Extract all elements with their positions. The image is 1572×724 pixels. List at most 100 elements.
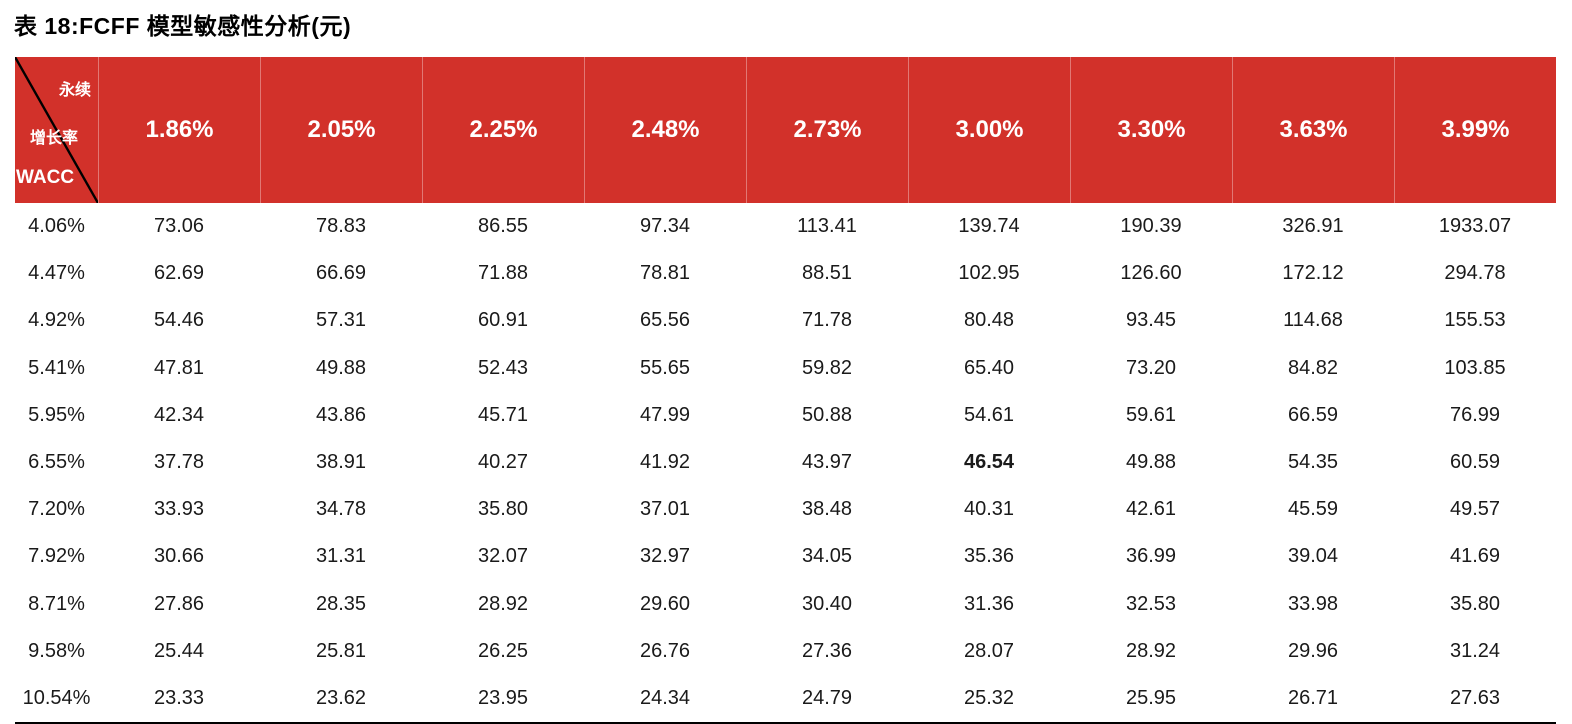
column-header-growth-0: 1.86% (98, 57, 260, 203)
table-cell: 52.43 (477, 356, 529, 379)
row-header-wacc: 6.55% (28, 451, 85, 474)
table-cell: 28.92 (1125, 639, 1177, 662)
table-cell: 78.81 (639, 262, 691, 285)
table-row: 4.92% 54.46 57.31 60.91 65.56 71.78 80.48 93.45… (15, 297, 1556, 344)
table-cell: 25.81 (315, 639, 367, 662)
table-cell: 41.69 (1449, 545, 1501, 568)
table-cell: 93.45 (1125, 309, 1177, 332)
table-cell: 45.59 (1287, 498, 1339, 521)
table-cell: 54.46 (153, 309, 205, 332)
table-cell: 31.24 (1449, 639, 1501, 662)
table-cell: 27.63 (1449, 686, 1501, 709)
table-cell: 23.95 (477, 686, 529, 709)
table-cell: 59.61 (1125, 403, 1177, 426)
header-row: 永续 增长率 WACC 1.86% 2.05% 2.25% 2.48% 2.73% 3.0… (15, 57, 1556, 203)
table-row: 4.06% 73.06 78.83 86.55 97.34 113.41 139.74 190… (15, 203, 1556, 250)
table-body: 4.06% 73.06 78.83 86.55 97.34 113.41 139.74 190… (15, 203, 1556, 722)
column-header-growth-2: 2.25% (422, 57, 584, 203)
table-cell: 71.78 (801, 309, 853, 332)
table-cell: 139.74 (958, 215, 1020, 238)
table-cell: 41.92 (639, 451, 691, 474)
table-cell: 42.34 (153, 403, 205, 426)
table-cell: 32.97 (639, 545, 691, 568)
table-cell: 23.33 (153, 686, 205, 709)
table-cell: 23.62 (315, 686, 367, 709)
table-cell: 33.93 (153, 498, 205, 521)
table-cell: 76.99 (1449, 403, 1501, 426)
column-header-growth-8: 3.99% (1394, 57, 1556, 203)
table-row: 6.55% 37.78 38.91 40.27 41.92 43.97 46.54 49.88… (15, 439, 1556, 486)
table-cell: 40.31 (963, 498, 1015, 521)
table-cell: 27.86 (153, 592, 205, 615)
table-cell: 326.91 (1282, 215, 1344, 238)
table-cell: 47.99 (639, 403, 691, 426)
table-cell: 86.55 (477, 215, 529, 238)
sensitivity-table: 永续 增长率 WACC 1.86% 2.05% 2.25% 2.48% 2.73% 3.0… (15, 57, 1556, 724)
table-cell: 25.44 (153, 639, 205, 662)
table-cell: 35.80 (1449, 592, 1501, 615)
table-cell: 60.91 (477, 309, 529, 332)
table-cell: 102.95 (958, 262, 1020, 285)
table-cell: 78.83 (315, 215, 367, 238)
table-cell: 42.61 (1125, 498, 1177, 521)
table-cell: 73.20 (1125, 356, 1177, 379)
table-cell: 43.97 (801, 451, 853, 474)
column-header-growth-5: 3.00% (908, 57, 1070, 203)
table-cell: 60.59 (1449, 451, 1501, 474)
table-cell: 38.91 (315, 451, 367, 474)
table-row: 7.92% 30.66 31.31 32.07 32.97 34.05 35.36 36.99… (15, 533, 1556, 580)
table-cell: 29.60 (639, 592, 691, 615)
row-header-wacc: 4.92% (28, 309, 85, 332)
table-cell: 49.88 (315, 356, 367, 379)
table-cell: 30.66 (153, 545, 205, 568)
corner-label-growth-rate: 增长率 (30, 130, 79, 147)
table-cell: 50.88 (801, 403, 853, 426)
row-header-wacc: 4.47% (28, 262, 85, 285)
table-cell: 73.06 (153, 215, 205, 238)
corner-header-cell: 永续 增长率 WACC (15, 57, 98, 203)
table-cell: 32.53 (1125, 592, 1177, 615)
column-header-growth-3: 2.48% (584, 57, 746, 203)
table-cell: 54.35 (1287, 451, 1339, 474)
row-header-wacc: 10.54% (22, 686, 91, 709)
table-cell: 66.69 (315, 262, 367, 285)
table-cell: 113.41 (797, 215, 857, 238)
column-header-growth-1: 2.05% (260, 57, 422, 203)
table-cell: 49.57 (1449, 498, 1501, 521)
table-cell: 62.69 (153, 262, 205, 285)
table-cell: 97.34 (639, 215, 691, 238)
table-cell: 28.07 (963, 639, 1015, 662)
table-cell: 71.88 (477, 262, 529, 285)
table-cell: 25.95 (1125, 686, 1177, 709)
row-header-wacc: 7.92% (28, 545, 85, 568)
table-cell: 43.86 (315, 403, 367, 426)
table-row: 4.47% 62.69 66.69 71.88 78.81 88.51 102.95 126.… (15, 250, 1556, 297)
column-header-growth-6: 3.30% (1070, 57, 1232, 203)
table-cell: 33.98 (1287, 592, 1339, 615)
corner-label-perpetual: 永续 (58, 82, 91, 99)
table-cell: 31.36 (963, 592, 1015, 615)
table-cell: 126.60 (1120, 262, 1182, 285)
table-cell: 103.85 (1444, 356, 1506, 379)
table-row: 9.58% 25.44 25.81 26.25 26.76 27.36 28.07 28.92… (15, 628, 1556, 675)
row-header-wacc: 7.20% (28, 498, 85, 521)
table-cell: 24.34 (639, 686, 691, 709)
row-header-wacc: 5.95% (28, 403, 85, 426)
table-cell: 39.04 (1287, 545, 1339, 568)
table-cell: 29.96 (1287, 639, 1339, 662)
table-cell: 26.25 (477, 639, 529, 662)
row-header-wacc: 4.06% (28, 215, 85, 238)
table-cell: 172.12 (1282, 262, 1344, 285)
table-row: 7.20% 33.93 34.78 35.80 37.01 38.48 40.31 42.61… (15, 486, 1556, 533)
table-cell: 35.36 (963, 545, 1015, 568)
table-cell: 65.40 (963, 356, 1015, 379)
table-cell: 28.92 (477, 592, 529, 615)
table-cell: 88.51 (801, 262, 853, 285)
base-case-cell: 46.54 (963, 451, 1015, 474)
table-cell: 25.32 (963, 686, 1015, 709)
corner-label-wacc: WACC (16, 167, 75, 188)
table-cell: 26.76 (639, 639, 691, 662)
table-row: 5.41% 47.81 49.88 52.43 55.65 59.82 65.40 73.20… (15, 345, 1556, 392)
table-cell: 47.81 (153, 356, 205, 379)
